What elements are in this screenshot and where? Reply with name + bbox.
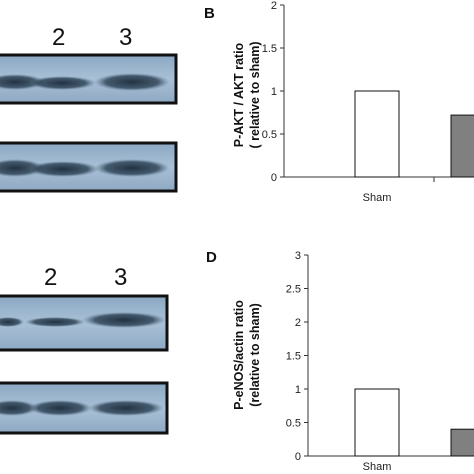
y-axis-label-line2: ( relative to sham) (248, 42, 262, 149)
y-axis-label-line1: P-AKT / AKT ratio (232, 42, 246, 147)
blot-panel-a: 2 3 (0, 24, 178, 193)
y-tick-label: 2 (271, 0, 277, 12)
y-tick-label: 2.5 (286, 284, 301, 296)
bar-chart-d: D P-eNOS/actin ratio (relative to sham) … (206, 249, 474, 473)
x-category-label: Sham (363, 461, 392, 473)
lane-label-2: 2 (52, 24, 65, 51)
western-blot-strip-pakt (0, 53, 178, 105)
x-category-label: Sham (363, 192, 392, 204)
y-tick-label: 1.5 (262, 43, 277, 55)
lane-label-2: 2 (44, 264, 57, 291)
lane-label-3: 3 (119, 24, 132, 51)
y-axis-label-line1: P-eNOS/actin ratio (232, 300, 246, 410)
y-tick-label: 1 (271, 86, 277, 98)
y-tick-label: 1 (295, 384, 301, 396)
bar-treatment (450, 428, 474, 457)
y-axis-label-line2: (relative to sham) (248, 303, 262, 407)
y-tick-label: 0 (295, 451, 301, 463)
y-tick-label: 2 (295, 317, 301, 329)
y-tick-label: 0 (271, 172, 277, 184)
bar-treatment (450, 114, 474, 178)
western-blot-strip-actin (0, 381, 169, 435)
bar-chart-b: B P-AKT / AKT ratio ( relative to sham) … (204, 0, 474, 204)
panel-letter-b: B (204, 5, 215, 22)
y-tick-label: 3 (295, 250, 301, 262)
y-tick-label: 1.5 (286, 351, 301, 363)
bar-sham (354, 388, 400, 457)
western-blot-strip-akt (0, 141, 178, 193)
panel-letter-d: D (206, 249, 217, 266)
lane-label-3: 3 (114, 264, 127, 291)
western-blot-strip-peNOS (0, 294, 169, 352)
y-tick-label: 0.5 (262, 129, 277, 141)
blot-panel-c: 2 3 (0, 264, 169, 435)
bar-sham (354, 90, 400, 178)
y-tick-label: 0.5 (286, 418, 301, 430)
